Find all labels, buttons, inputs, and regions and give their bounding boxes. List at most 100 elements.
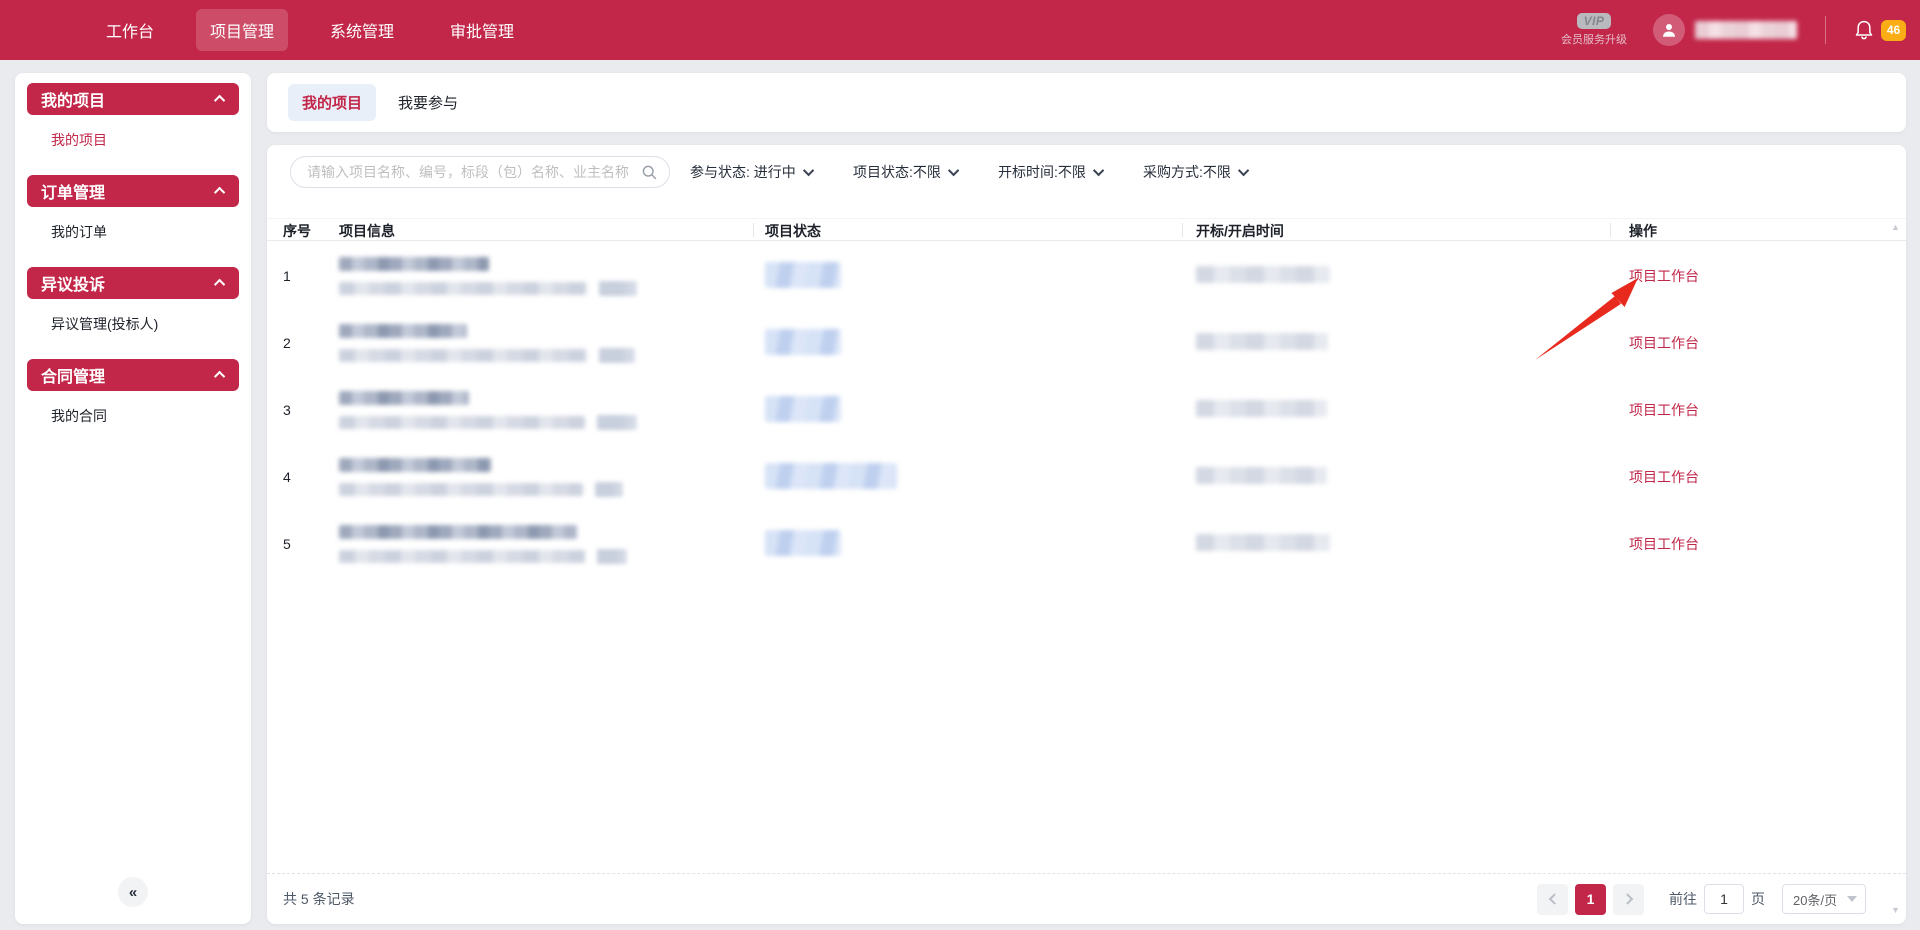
search-input[interactable]: [307, 164, 641, 180]
redacted-project-name: [339, 458, 491, 472]
row-index: 5: [283, 536, 291, 552]
chevron-left-icon: [1548, 893, 1560, 905]
sidebar-item-my-contracts[interactable]: 我的合同: [51, 408, 107, 424]
col-header-opening-time: 开标/开启时间: [1196, 223, 1284, 239]
bell-icon: [1855, 20, 1873, 40]
filter-label: 采购方式:不限: [1143, 164, 1231, 180]
project-info-cell: [339, 525, 627, 564]
sidebar-collapse-button[interactable]: «: [118, 877, 148, 907]
redacted-opening-time: [1196, 266, 1330, 283]
col-header-project-status: 项目状态: [765, 223, 821, 239]
prev-page-button[interactable]: [1537, 883, 1568, 915]
page-number-button[interactable]: 1: [1575, 883, 1606, 915]
goto-label: 前往: [1669, 891, 1697, 907]
notification-count-badge: 46: [1881, 19, 1906, 41]
main-nav: 工作台 项目管理 系统管理 审批管理: [0, 9, 528, 51]
notification-button[interactable]: 46: [1854, 19, 1906, 41]
record-count-summary: 共 5 条记录: [283, 891, 355, 907]
nav-item-project-management[interactable]: 项目管理: [196, 9, 289, 51]
top-nav: 工作台 项目管理 系统管理 审批管理 VIP 会员服务升级 46: [0, 0, 1920, 60]
filter-participation-status[interactable]: 参与状态: 进行中: [690, 156, 815, 188]
sidebar-item-my-orders[interactable]: 我的订单: [51, 224, 107, 240]
filter-procurement-method[interactable]: 采购方式:不限: [1143, 156, 1250, 188]
redacted-status-badge: [765, 463, 897, 489]
sidebar-section-title: 异议投诉: [41, 277, 106, 294]
project-info-cell: [339, 324, 635, 363]
redacted-project-name: [339, 391, 469, 405]
chevron-up-icon: [213, 94, 226, 107]
sidebar-section-order-management[interactable]: 订单管理: [27, 175, 239, 207]
chevron-up-icon: [213, 278, 226, 291]
vip-upgrade-button[interactable]: VIP 会员服务升级: [1561, 13, 1627, 47]
redacted-project-number: [339, 483, 583, 496]
project-table-card: 参与状态: 进行中 项目状态:不限 开标时间:不限 采购方式:不限 序号 项目信…: [267, 145, 1906, 924]
sidebar-section-objection-complaint[interactable]: 异议投诉: [27, 267, 239, 299]
redacted-project-number: [339, 349, 587, 362]
table-row: 2 项目工作台: [267, 309, 1906, 376]
scrollbar-up-arrow[interactable]: ▲: [1891, 222, 1900, 232]
redacted-opening-time: [1196, 400, 1327, 417]
redacted-tag: [595, 482, 623, 497]
chevron-down-icon: [1237, 164, 1250, 177]
redacted-project-number: [339, 416, 585, 429]
chevron-down-icon: [1847, 896, 1857, 902]
row-index: 2: [283, 335, 291, 351]
project-info-cell: [339, 458, 623, 497]
tabs-card: 我的项目 我要参与: [267, 73, 1906, 132]
project-info-cell: [339, 391, 637, 430]
page-size-select[interactable]: 20条/页: [1782, 884, 1866, 914]
sidebar-section-title: 合同管理: [41, 369, 106, 386]
project-info-cell: [339, 257, 637, 296]
next-page-button[interactable]: [1613, 883, 1644, 915]
search-box: [290, 156, 670, 188]
redacted-opening-time: [1196, 534, 1330, 551]
filter-row: 参与状态: 进行中 项目状态:不限 开标时间:不限 采购方式:不限: [267, 156, 1906, 188]
search-icon[interactable]: [641, 164, 657, 180]
redacted-tag: [599, 281, 637, 296]
table-footer: 共 5 条记录 1 前往 页 20条/页: [267, 873, 1906, 924]
table-header: 序号 项目信息 项目状态 开标/开启时间 操作: [267, 218, 1906, 241]
redacted-status-badge: [765, 262, 841, 288]
filter-bid-opening-time[interactable]: 开标时间:不限: [998, 156, 1105, 188]
nav-divider: [1825, 16, 1826, 44]
column-divider: [1182, 223, 1183, 237]
filter-label: 项目状态:不限: [853, 164, 941, 180]
project-workbench-link[interactable]: 项目工作台: [1629, 536, 1699, 552]
user-icon: [1663, 24, 1675, 37]
chevron-up-icon: [213, 370, 226, 383]
table-row: 4 项目工作台: [267, 443, 1906, 510]
project-workbench-link[interactable]: 项目工作台: [1629, 268, 1699, 284]
nav-item-system-management[interactable]: 系统管理: [330, 24, 395, 41]
project-workbench-link[interactable]: 项目工作台: [1629, 469, 1699, 485]
project-workbench-link[interactable]: 项目工作台: [1629, 335, 1699, 351]
page-size-value: 20条/页: [1793, 892, 1838, 908]
sidebar-section-my-projects[interactable]: 我的项目: [27, 83, 239, 115]
nav-item-approval-management[interactable]: 审批管理: [450, 24, 515, 41]
page-unit-label: 页: [1751, 891, 1765, 907]
redacted-status-badge: [765, 530, 841, 556]
project-workbench-link[interactable]: 项目工作台: [1629, 402, 1699, 418]
table-row: 3 项目工作台: [267, 376, 1906, 443]
redacted-status-badge: [765, 329, 841, 355]
row-index: 4: [283, 469, 291, 485]
column-divider: [753, 223, 754, 237]
redacted-tag: [597, 549, 627, 564]
row-index: 1: [283, 268, 291, 284]
avatar[interactable]: [1653, 14, 1685, 46]
vip-icon: VIP: [1576, 13, 1612, 29]
tab-want-to-participate[interactable]: 我要参与: [398, 95, 459, 112]
sidebar-section-title: 订单管理: [41, 185, 106, 202]
sidebar-section-contract-management[interactable]: 合同管理: [27, 359, 239, 391]
scrollbar-down-arrow[interactable]: ▼: [1891, 905, 1900, 915]
goto-page-input[interactable]: [1704, 884, 1744, 914]
sidebar: 我的项目 我的项目 订单管理 我的订单 异议投诉 异议管理(投标人) 合同管理 …: [15, 73, 251, 924]
col-header-actions: 操作: [1629, 223, 1657, 239]
row-index: 3: [283, 402, 291, 418]
redacted-opening-time: [1196, 467, 1327, 484]
sidebar-item-my-projects[interactable]: 我的项目: [51, 132, 107, 148]
nav-item-workbench[interactable]: 工作台: [106, 24, 155, 41]
sidebar-item-objection-management[interactable]: 异议管理(投标人): [51, 316, 159, 332]
chevron-down-icon: [802, 164, 815, 177]
tab-my-projects[interactable]: 我的项目: [288, 84, 377, 121]
filter-project-status[interactable]: 项目状态:不限: [853, 156, 960, 188]
